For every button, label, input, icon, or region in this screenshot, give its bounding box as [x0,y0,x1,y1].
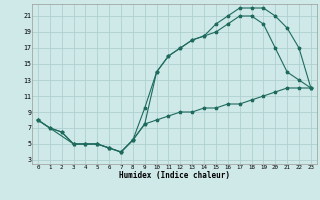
X-axis label: Humidex (Indice chaleur): Humidex (Indice chaleur) [119,171,230,180]
